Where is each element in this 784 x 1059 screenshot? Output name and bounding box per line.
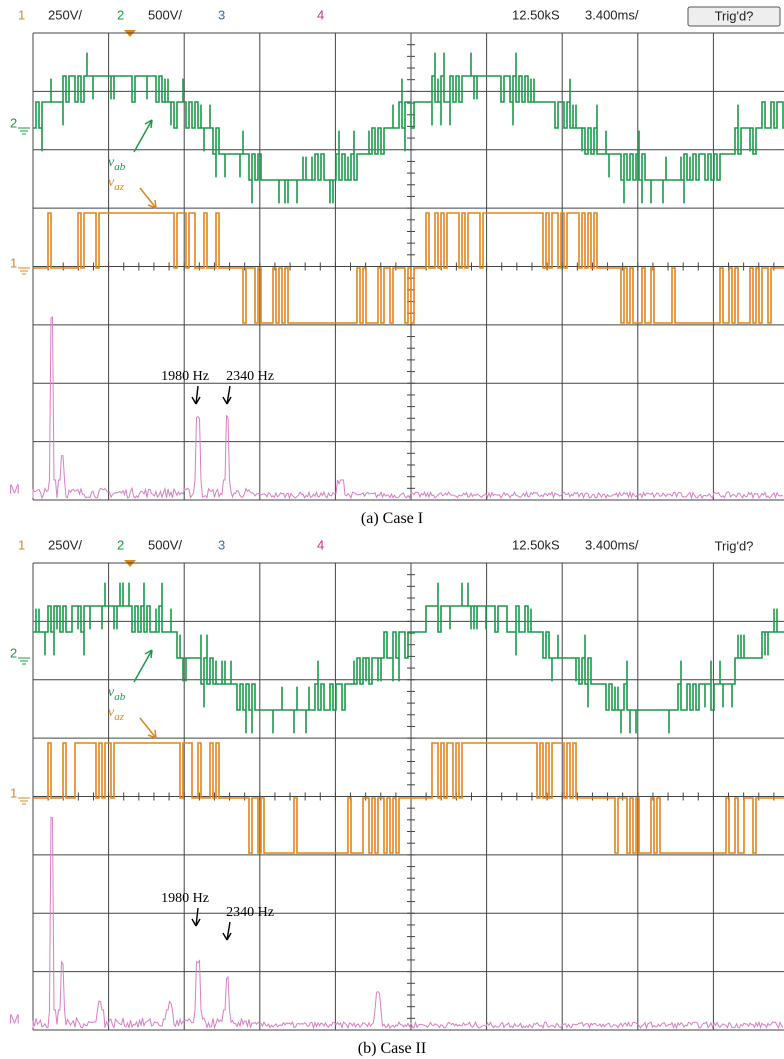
header-text: 1 <box>18 7 25 22</box>
arrow <box>140 188 156 208</box>
channel-marker: 2 <box>10 645 17 660</box>
waveform <box>33 743 784 853</box>
waveform <box>33 583 784 734</box>
trigger-status: Trig'd? <box>715 8 754 23</box>
header-text: 2 <box>117 537 124 552</box>
ground-symbol <box>18 658 30 664</box>
header-text: 500V/ <box>148 7 182 22</box>
channel-marker: 1 <box>10 785 17 800</box>
header-text: 500V/ <box>148 537 182 552</box>
arrow <box>192 386 200 404</box>
waveform <box>33 213 784 323</box>
arrow <box>192 908 200 926</box>
header-text: 3.400ms/ <box>585 537 639 552</box>
annotation: 1980 Hz <box>161 369 209 384</box>
header-text: 3 <box>218 7 225 22</box>
header-text: 3 <box>218 537 225 552</box>
arrow <box>134 650 152 682</box>
arrow <box>223 386 231 404</box>
annotation: 2340 Hz <box>226 905 274 920</box>
header-text: 4 <box>317 537 324 552</box>
page: 1 250V/2 500V/3 4 12.50kS 3.400ms/Trig'd? 2 1 Mv… <box>0 0 784 1059</box>
panel: 1 250V/2 500V/3 4 12.50kS 3.400ms/Trig'd? 2 1 Mv… <box>0 0 784 530</box>
header-text: 3.400ms/ <box>585 7 639 22</box>
label-subscript: az <box>114 181 125 193</box>
signal-label: vaz <box>108 705 125 723</box>
label-subscript: ab <box>114 691 126 703</box>
trigger-status: Trig'd? <box>715 538 754 553</box>
header-text: 250V/ <box>48 7 82 22</box>
spectrum <box>33 317 783 498</box>
signal-label: vab <box>108 685 126 703</box>
annotation: 2340 Hz <box>226 369 274 384</box>
label-subscript: az <box>114 711 125 723</box>
channel-marker: 2 <box>10 115 17 130</box>
channel-marker: 1 <box>10 255 17 270</box>
header-text: 12.50kS <box>512 537 560 552</box>
ground-symbol <box>18 268 30 274</box>
panel: 1 250V/2 500V/3 4 12.50kS 3.400ms/Trig'd? 2 1 Mv… <box>0 530 784 1059</box>
annotation: 1980 Hz <box>161 891 209 906</box>
waveform <box>33 53 784 204</box>
signal-label: vab <box>108 155 126 173</box>
header-text: 250V/ <box>48 537 82 552</box>
header-text: 4 <box>317 7 324 22</box>
arrow <box>223 922 231 940</box>
header-text: 1 <box>18 537 25 552</box>
header-text: 2 <box>117 7 124 22</box>
signal-label: vaz <box>108 175 125 193</box>
channel-marker: M <box>9 1011 20 1026</box>
label-subscript: ab <box>114 161 126 173</box>
header-text: 12.50kS <box>512 7 560 22</box>
caption: (a) Case I <box>361 510 423 527</box>
caption: (b) Case II <box>358 1040 426 1057</box>
ground-symbol <box>18 798 30 804</box>
ground-symbol <box>18 128 30 134</box>
channel-marker: M <box>9 481 20 496</box>
spectrum <box>33 817 783 1028</box>
arrow <box>140 718 156 738</box>
arrow <box>134 120 152 152</box>
